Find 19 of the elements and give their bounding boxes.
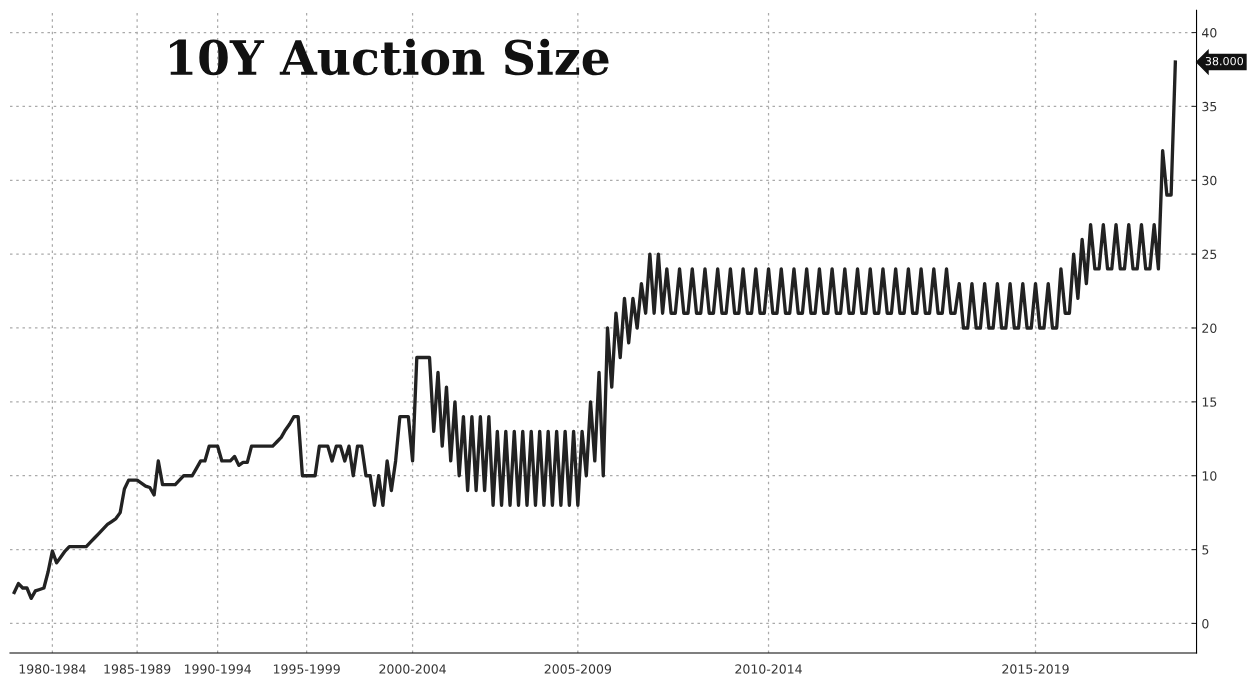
y-tick-label: 5 [1202,545,1209,555]
y-tick-label: 0 [1202,618,1209,629]
x-tick-label: 1995-1999 [273,664,340,674]
x-tick-label: 2000-2004 [379,664,446,674]
y-tick-label: 20 [1202,323,1217,333]
y-tick-label: 10 [1202,471,1217,481]
y-tick-label: 15 [1202,397,1217,407]
y-tick-label: 35 [1202,101,1217,112]
x-tick-label: 2010-2014 [735,664,802,674]
y-tick-label: 25 [1202,249,1217,260]
text: 38.000 [1205,56,1244,66]
y-tick-label: 30 [1202,175,1217,186]
chart-title: 10Y Auction Size [170,38,609,76]
x-tick-label: 1985-1989 [104,664,171,674]
x-tick-label: 1980-1984 [19,664,86,674]
x-tick-label: 2015-2019 [1002,664,1069,674]
y-tick-label: 40 [1202,28,1217,38]
x-tick-label: 2005-2009 [544,664,612,674]
x-tick-label: 1990-1994 [184,664,251,674]
